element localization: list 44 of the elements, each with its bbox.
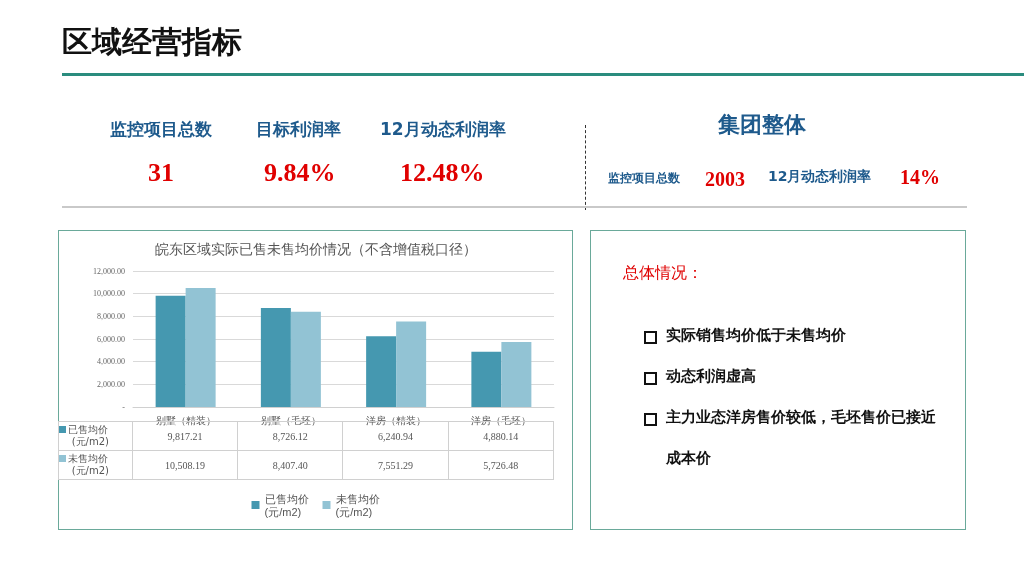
data-label: 8,407.40 bbox=[237, 450, 343, 480]
y-tick-label: - bbox=[122, 402, 126, 412]
y-tick-label: 12,000.00 bbox=[93, 266, 125, 276]
text: 集团整体 bbox=[718, 111, 806, 139]
bar bbox=[471, 351, 502, 407]
chart-title: 皖东区域实际已售未售均价情况（不含增值税口径） bbox=[154, 241, 477, 257]
bar bbox=[155, 295, 186, 407]
bar bbox=[260, 308, 291, 407]
text: 31 bbox=[148, 158, 174, 188]
y-tick-label: 2,000.00 bbox=[97, 379, 125, 389]
bar bbox=[290, 311, 321, 407]
text: 已售均价 (元/m2) bbox=[264, 492, 309, 518]
text: 区域经营指标 bbox=[62, 23, 242, 61]
text: 14% bbox=[900, 166, 940, 189]
bar bbox=[396, 321, 427, 407]
data-label: 6,240.94 bbox=[378, 430, 413, 442]
y-tick-label: 8,000.00 bbox=[97, 311, 125, 321]
text: 2003 bbox=[705, 168, 745, 191]
data-label: 8,726.12 bbox=[272, 430, 308, 442]
text: 总体情况： bbox=[623, 263, 703, 284]
y-tick-label: 6,000.00 bbox=[97, 334, 125, 344]
text: 12月动态利润率 bbox=[768, 168, 872, 186]
data-label: 4,880.14 bbox=[483, 430, 519, 442]
text: 监控项目总数 bbox=[608, 170, 680, 187]
data-label: 7,551.29 bbox=[342, 450, 449, 480]
text: 主力业态洋房售价较低，毛坯售价已接近成本价 bbox=[666, 408, 936, 467]
data-label: 5,726.48 bbox=[448, 450, 554, 480]
y-tick-label: 4,000.00 bbox=[97, 357, 125, 367]
bar bbox=[501, 342, 532, 407]
text: 未售均价 (元/m2) bbox=[68, 453, 109, 476]
text: 实际销售均价低于未售均价 bbox=[666, 325, 847, 346]
data-label: 9,817.21 bbox=[167, 430, 203, 442]
text: 动态利润虚高 bbox=[666, 366, 757, 387]
bar bbox=[366, 336, 397, 407]
text: 目标利润率 bbox=[256, 118, 341, 141]
text: 监控项目总数 bbox=[110, 118, 212, 141]
text: 9.84% bbox=[264, 158, 336, 188]
data-label: 10,508.19 bbox=[132, 450, 238, 480]
bar bbox=[185, 287, 216, 407]
text: 12月动态利润率 bbox=[380, 118, 506, 141]
y-tick-label: 10,000.00 bbox=[93, 289, 125, 299]
legend-label: 未售均价 (元/m2) bbox=[335, 492, 380, 518]
legend-label: 已售均价 (元/m2) bbox=[58, 421, 133, 451]
text: 12.48% bbox=[400, 158, 485, 188]
